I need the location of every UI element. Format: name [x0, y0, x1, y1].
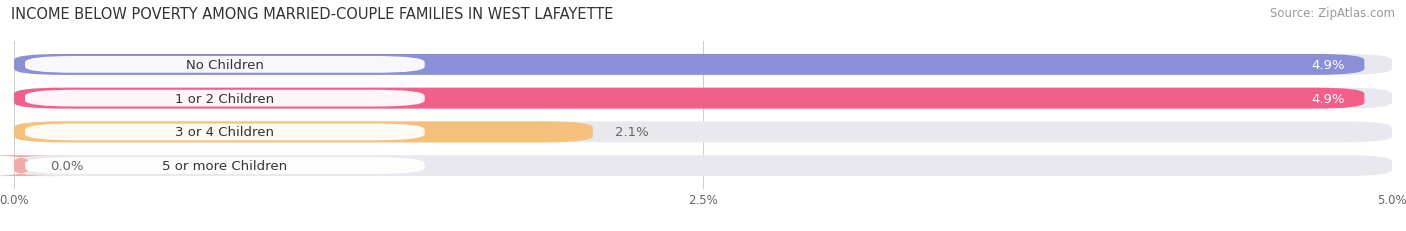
FancyBboxPatch shape	[25, 124, 425, 141]
FancyBboxPatch shape	[14, 55, 1392, 76]
FancyBboxPatch shape	[25, 158, 425, 174]
FancyBboxPatch shape	[25, 90, 425, 107]
Text: 5 or more Children: 5 or more Children	[162, 159, 287, 172]
FancyBboxPatch shape	[14, 122, 593, 143]
FancyBboxPatch shape	[14, 55, 1364, 76]
Text: 3 or 4 Children: 3 or 4 Children	[176, 126, 274, 139]
Text: 4.9%: 4.9%	[1312, 92, 1346, 105]
FancyBboxPatch shape	[14, 155, 1392, 176]
Text: 2.1%: 2.1%	[614, 126, 648, 139]
Text: No Children: No Children	[186, 59, 264, 72]
Text: 4.9%: 4.9%	[1312, 59, 1346, 72]
Text: INCOME BELOW POVERTY AMONG MARRIED-COUPLE FAMILIES IN WEST LAFAYETTE: INCOME BELOW POVERTY AMONG MARRIED-COUPL…	[11, 7, 613, 22]
Text: 0.0%: 0.0%	[49, 159, 83, 172]
Text: Source: ZipAtlas.com: Source: ZipAtlas.com	[1270, 7, 1395, 20]
FancyBboxPatch shape	[14, 88, 1364, 109]
FancyBboxPatch shape	[0, 155, 63, 176]
Text: 1 or 2 Children: 1 or 2 Children	[176, 92, 274, 105]
FancyBboxPatch shape	[25, 57, 425, 73]
FancyBboxPatch shape	[14, 88, 1392, 109]
FancyBboxPatch shape	[14, 122, 1392, 143]
